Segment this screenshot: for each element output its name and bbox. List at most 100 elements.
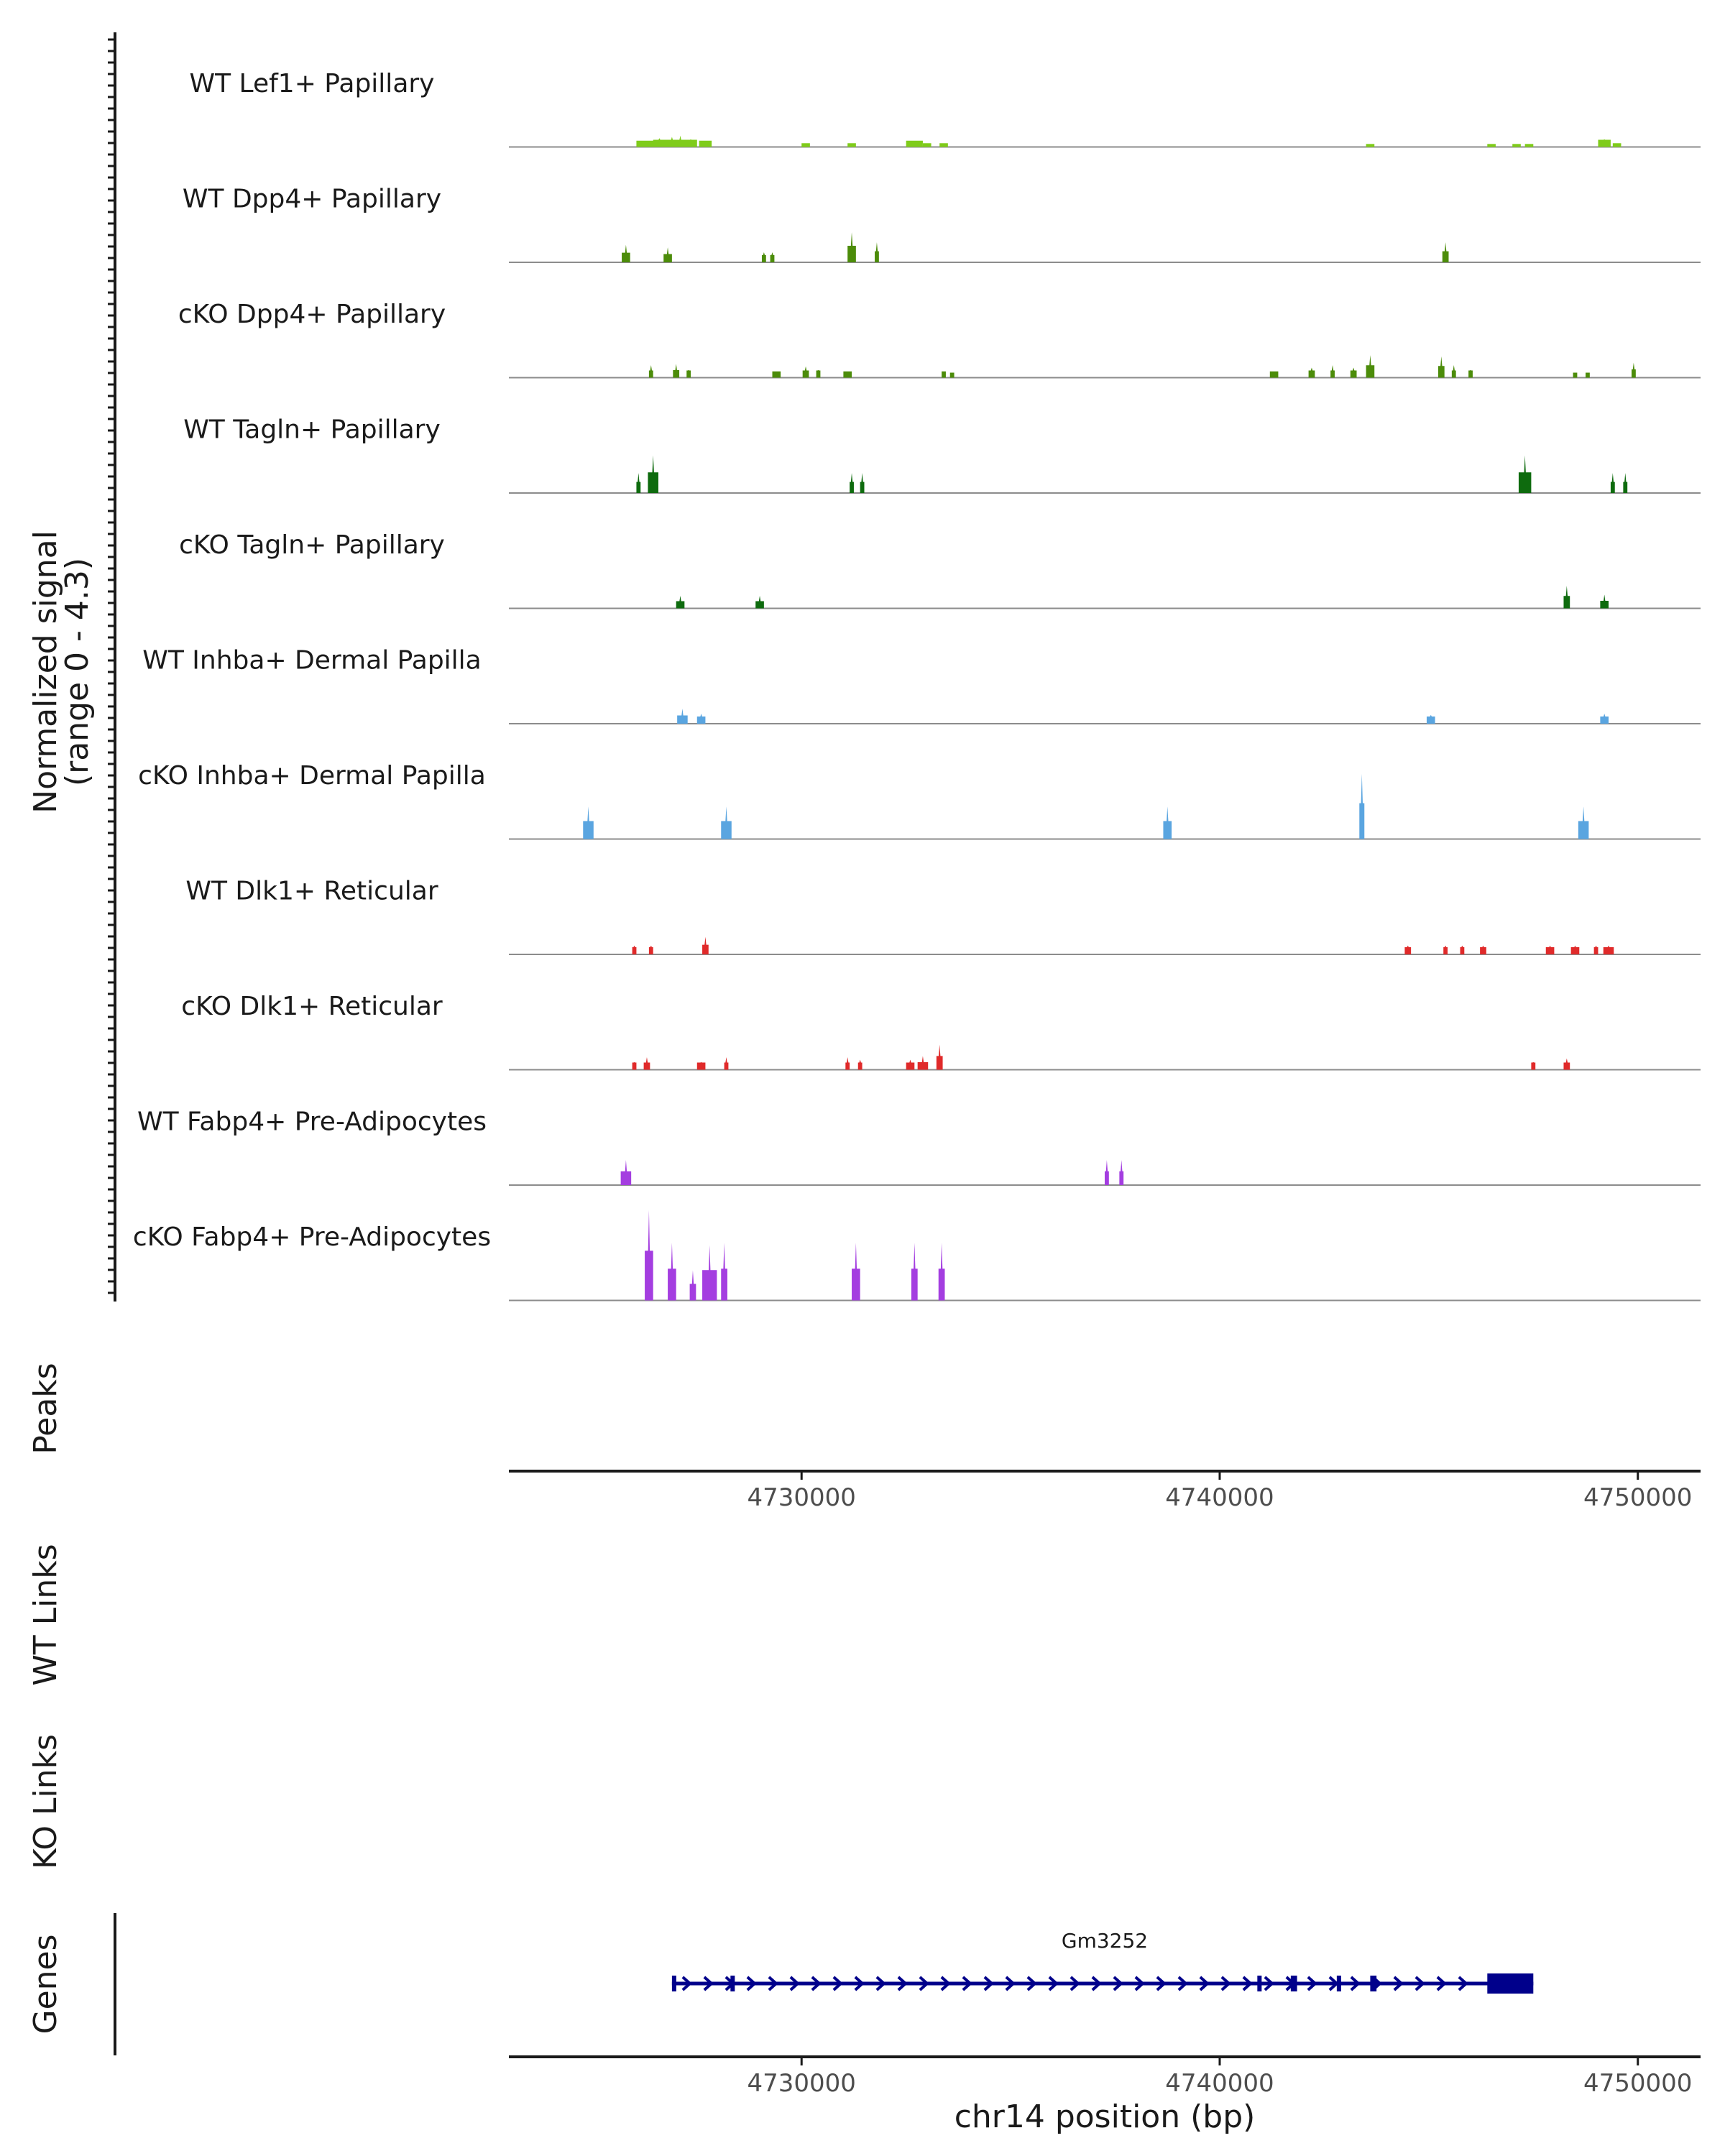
coverage-peak — [801, 143, 810, 147]
coverage-peak — [686, 370, 691, 378]
strand-arrow — [1026, 1976, 1037, 1991]
coverage-peak — [1563, 1058, 1570, 1070]
track-10: cKO Fabp4+ Pre-Adipocytes — [133, 1210, 1701, 1302]
coverage-peak — [583, 806, 594, 839]
x-tick-label: 4750000 — [1583, 2069, 1692, 2098]
track-3: WT Tagln+ Papillary — [183, 415, 1701, 494]
track-label: WT Fabp4+ Pre-Adipocytes — [137, 1107, 487, 1137]
strand-arrow — [1005, 1976, 1016, 1991]
strand-arrow — [1307, 1976, 1317, 1991]
coverage-peak — [632, 945, 637, 954]
gene-exon — [1336, 1976, 1341, 1991]
coverage-peak — [949, 372, 954, 378]
peaks-x-axis: 4730000 4740000 4750000 — [509, 1470, 1701, 1512]
coverage-peak — [906, 1059, 915, 1070]
strand-arrow — [962, 1976, 972, 1991]
coverage-peak — [648, 455, 658, 493]
coverage-peak — [816, 370, 821, 378]
coverage-peak — [632, 1062, 637, 1070]
x-tick-label: 4750000 — [1583, 1483, 1692, 1512]
coverage-peak — [673, 364, 680, 378]
coverage-peak — [620, 1160, 632, 1185]
coverage-peak — [1359, 773, 1365, 839]
gene-exon — [1370, 1976, 1377, 1991]
coverage-y-axis — [108, 32, 116, 1302]
coverage-peak — [857, 1059, 862, 1070]
y-axis-title-line2: (range 0 - 4.3) — [59, 558, 96, 786]
coverage-peak — [1350, 367, 1357, 378]
coverage-peak — [1598, 139, 1611, 147]
track-label: cKO Inhba+ Dermal Papilla — [138, 761, 486, 791]
coverage-peak — [1612, 143, 1622, 147]
coverage-peak — [1105, 1160, 1109, 1185]
coverage-peak — [875, 242, 879, 262]
coverage-peak — [699, 140, 712, 147]
coverage-peak — [622, 244, 630, 262]
strand-arrow — [1436, 1976, 1447, 1991]
gene-exon — [1257, 1976, 1262, 1991]
track-8: cKO Dlk1+ Reticular — [181, 992, 1701, 1071]
x-tick-label: 4740000 — [1165, 1483, 1274, 1512]
strand-arrow — [832, 1976, 843, 1991]
strand-arrow — [940, 1976, 951, 1991]
track-9: WT Fabp4+ Pre-Adipocytes — [137, 1107, 1701, 1186]
coverage-peak — [922, 143, 932, 147]
strand-arrow — [1177, 1976, 1188, 1991]
strand-arrow — [1264, 1976, 1274, 1991]
coverage-peak — [1480, 945, 1486, 954]
strand-arrow — [897, 1976, 908, 1991]
coverage-peak — [1404, 945, 1412, 954]
coverage-peak — [689, 1270, 696, 1301]
strand-arrow — [1048, 1976, 1059, 1991]
strand-arrow — [1070, 1976, 1080, 1991]
coverage-peak — [1531, 1062, 1536, 1070]
coverage-peak — [1570, 945, 1580, 954]
coverage-peak — [721, 1243, 727, 1301]
coverage-peak — [1442, 242, 1449, 262]
coverage-peak — [1330, 365, 1335, 378]
coverage-tracks: WT Lef1+ Papillary WT Dpp4+ Papillary cKO … — [133, 69, 1701, 1302]
track-label: WT Dlk1+ Reticular — [185, 877, 438, 906]
coverage-peak — [1426, 714, 1435, 724]
coverage-peak — [696, 1062, 706, 1070]
gene-track: Gm3252 — [671, 1929, 1534, 1994]
coverage-peak — [1563, 586, 1570, 609]
y-axis-title-line1: Normalized signal — [27, 530, 64, 814]
track-label: WT Inhba+ Dermal Papilla — [142, 646, 481, 676]
track-2: cKO Dpp4+ Papillary — [178, 300, 1701, 379]
strand-arrow — [1134, 1976, 1145, 1991]
coverage-peak — [1578, 806, 1589, 839]
coverage-peak — [1119, 1160, 1124, 1185]
coverage-peak — [1269, 371, 1279, 378]
coverage-peak — [684, 139, 697, 147]
coverage-peak — [1460, 945, 1465, 954]
coverage-peak — [1603, 945, 1614, 954]
strand-arrow — [875, 1976, 886, 1991]
coverage-peak — [1593, 945, 1598, 954]
coverage-peak — [1438, 356, 1445, 378]
coverage-peak — [1600, 714, 1609, 724]
strand-arrow — [1199, 1976, 1210, 1991]
coverage-peak — [755, 596, 764, 609]
y-axis-title: Normalized signal (range 0 - 4.3) — [27, 530, 96, 814]
track-label: cKO Dpp4+ Papillary — [178, 300, 446, 329]
coverage-peak — [676, 596, 685, 609]
track-0: WT Lef1+ Papillary — [190, 69, 1701, 148]
coverage-peak — [677, 709, 688, 724]
coverage-peak — [1308, 367, 1315, 378]
coverage-peak — [1632, 362, 1636, 378]
coverage-peak — [1573, 372, 1578, 378]
coverage-peak — [1545, 945, 1555, 954]
track-label: cKO Tagln+ Papillary — [179, 530, 445, 560]
track-1: WT Dpp4+ Papillary — [183, 185, 1701, 263]
coverage-peak — [702, 936, 709, 954]
x-tick-label: 4740000 — [1165, 2069, 1274, 2098]
strand-arrow — [1393, 1976, 1404, 1991]
coverage-peak — [939, 143, 948, 147]
coverage-peak — [802, 366, 809, 378]
strand-arrow — [854, 1976, 865, 1991]
strand-arrow — [1350, 1976, 1361, 1991]
coverage-peak — [938, 1243, 945, 1301]
coverage-peak — [770, 252, 775, 262]
